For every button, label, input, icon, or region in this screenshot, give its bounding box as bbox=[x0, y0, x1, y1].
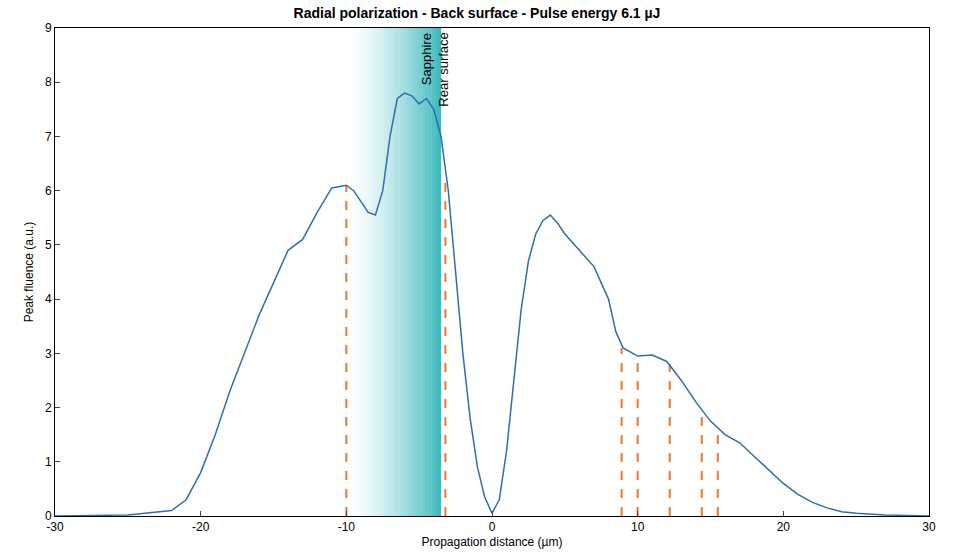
svg-text:3: 3 bbox=[45, 347, 52, 361]
svg-text:1: 1 bbox=[45, 455, 52, 469]
svg-text:6: 6 bbox=[45, 184, 52, 198]
svg-text:0: 0 bbox=[489, 520, 496, 534]
svg-text:-10: -10 bbox=[338, 520, 356, 534]
svg-text:0: 0 bbox=[45, 509, 52, 523]
svg-text:9: 9 bbox=[45, 21, 52, 35]
svg-text:7: 7 bbox=[45, 130, 52, 144]
svg-text:Sapphire: Sapphire bbox=[419, 33, 434, 85]
svg-text:20: 20 bbox=[777, 520, 791, 534]
svg-text:Propagation distance (µm): Propagation distance (µm) bbox=[422, 535, 563, 549]
svg-text:5: 5 bbox=[45, 238, 52, 252]
svg-text:4: 4 bbox=[45, 292, 52, 306]
svg-text:10: 10 bbox=[631, 520, 645, 534]
svg-text:Peak fluence (a.u.): Peak fluence (a.u.) bbox=[22, 222, 36, 323]
svg-text:Radial polarization - Back sur: Radial polarization - Back surface - Pul… bbox=[294, 5, 661, 21]
svg-text:-30: -30 bbox=[46, 520, 64, 534]
svg-text:2: 2 bbox=[45, 401, 52, 415]
svg-text:8: 8 bbox=[45, 75, 52, 89]
svg-text:Rear surface: Rear surface bbox=[436, 32, 451, 106]
svg-text:30: 30 bbox=[922, 520, 936, 534]
svg-text:-20: -20 bbox=[192, 520, 210, 534]
